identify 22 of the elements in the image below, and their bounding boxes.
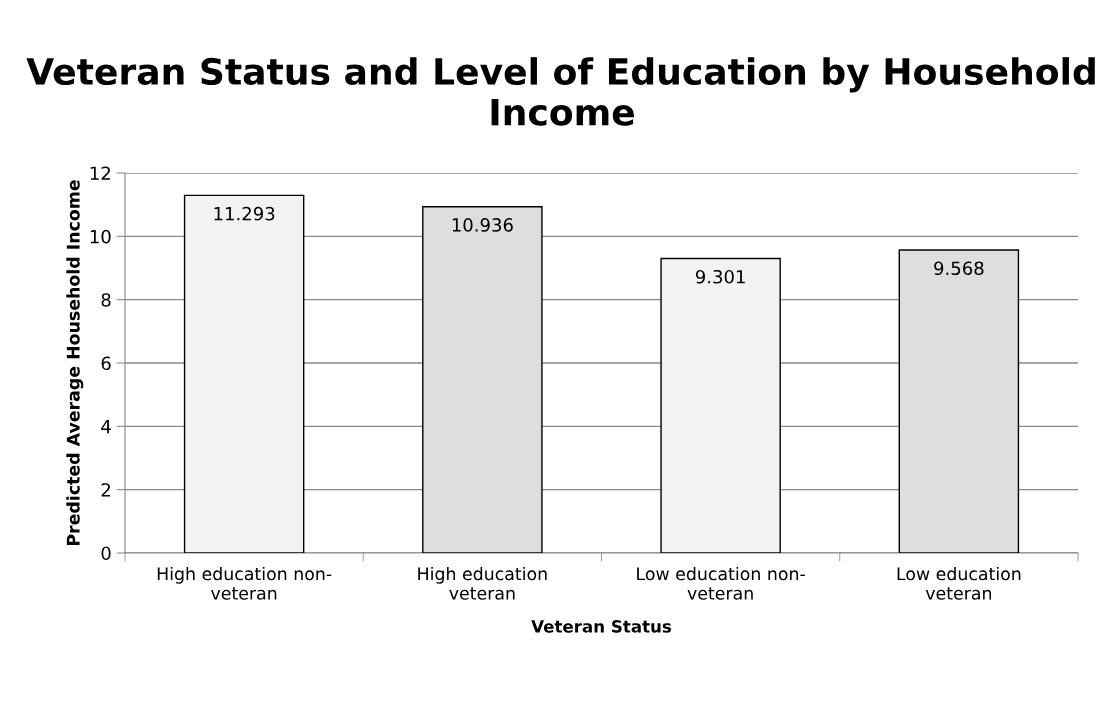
y-tick-label: 10 xyxy=(90,229,111,244)
x-tick-label: Low education non- veteran xyxy=(637,566,805,600)
x-tick-label: Low education veteran xyxy=(897,566,1021,600)
y-axis-title: Predicted Average Household Income xyxy=(66,180,84,546)
y-tick-label: 12 xyxy=(90,166,110,180)
data-label: 11.293 xyxy=(214,206,275,221)
data-label: 9.301 xyxy=(695,269,745,284)
bar xyxy=(422,205,543,553)
y-tick-label: 8 xyxy=(101,293,111,307)
data-label: 9.568 xyxy=(934,261,984,276)
y-tick-label: 2 xyxy=(101,483,110,497)
x-tick-label: High education non- veteran xyxy=(157,566,332,600)
data-label: 10.936 xyxy=(452,218,513,232)
bar xyxy=(898,249,1020,553)
y-tick-label: 6 xyxy=(101,356,111,371)
bar xyxy=(660,257,781,553)
y-tick-label: 4 xyxy=(101,420,111,434)
bar xyxy=(183,194,305,553)
y-tick-label: 0 xyxy=(101,546,111,561)
x-tick-label: High education veteran xyxy=(418,566,547,600)
chart-title: Veteran Status and Level of Education by Household Income xyxy=(26,57,1095,126)
x-axis-title: Veteran Status xyxy=(531,620,672,633)
